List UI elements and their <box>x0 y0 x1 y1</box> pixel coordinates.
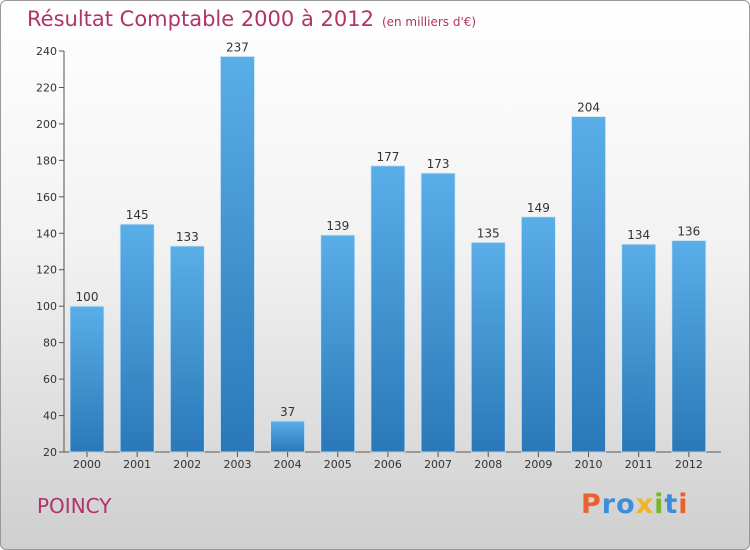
logo-letter: r <box>601 489 617 520</box>
data-label-2012: 136 <box>677 225 700 239</box>
data-label-2003: 237 <box>226 40 249 54</box>
x-tick-label-2002: 2002 <box>173 458 201 471</box>
logo-letter: o <box>616 489 636 520</box>
logo-letter: t <box>664 489 679 520</box>
y-tick-label: 220 <box>36 81 57 94</box>
data-label-2009: 149 <box>527 201 550 215</box>
bar-2004 <box>270 420 306 453</box>
x-tick-label-2010: 2010 <box>575 458 603 471</box>
bar-2000 <box>69 305 105 453</box>
y-tick-label: 140 <box>36 227 57 240</box>
town-name: POINCY <box>37 494 112 518</box>
x-tick-label-2011: 2011 <box>625 458 653 471</box>
data-label-2007: 173 <box>427 157 450 171</box>
x-tick-label-2007: 2007 <box>424 458 452 471</box>
y-tick-label: 200 <box>36 118 57 131</box>
x-tick-label-2012: 2012 <box>675 458 703 471</box>
data-label-2002: 133 <box>176 230 199 244</box>
data-label-2006: 177 <box>376 150 399 164</box>
chart-subtitle: (en milliers d'€) <box>381 15 477 29</box>
y-tick-label: 20 <box>43 446 57 459</box>
data-label-2001: 145 <box>126 208 149 222</box>
logo-letter: x <box>635 489 655 520</box>
x-tick-label-2006: 2006 <box>374 458 402 471</box>
bar-2006 <box>370 165 406 453</box>
bar-2002 <box>169 245 205 453</box>
bar-2005 <box>320 234 356 453</box>
data-label-2005: 139 <box>326 219 349 233</box>
y-tick-label: 100 <box>36 300 57 313</box>
logo-letter: P <box>581 489 602 520</box>
bar-2008 <box>470 241 506 453</box>
x-tick-label-2004: 2004 <box>274 458 302 471</box>
data-label-2010: 204 <box>577 101 600 115</box>
y-tick-label: 240 <box>36 45 57 58</box>
x-tick-label-2003: 2003 <box>223 458 251 471</box>
y-tick-label: 60 <box>43 373 57 386</box>
bar-2010 <box>571 116 606 453</box>
x-tick-label-2008: 2008 <box>474 458 502 471</box>
bar-2003 <box>220 56 255 453</box>
chart-title-text: Résultat Comptable 2000 à 2012 <box>27 7 374 31</box>
y-tick-label: 80 <box>43 337 57 350</box>
data-label-2004: 37 <box>280 405 295 419</box>
data-label-2011: 134 <box>627 228 650 242</box>
proxiti-logo: Proxiti <box>581 489 689 520</box>
y-tick-label: 180 <box>36 154 57 167</box>
bar-2001 <box>119 223 155 453</box>
x-tick-label-2009: 2009 <box>524 458 552 471</box>
chart-title: Résultat Comptable 2000 à 2012 (en millie… <box>27 7 476 31</box>
logo-letter: i <box>654 489 665 520</box>
y-tick-label: 120 <box>36 264 57 277</box>
y-tick-label: 40 <box>43 410 57 423</box>
bar-2012 <box>671 240 707 453</box>
bar-2011 <box>621 243 657 453</box>
y-tick-label: 160 <box>36 191 57 204</box>
data-label-2008: 135 <box>477 226 500 240</box>
bar-2009 <box>520 216 556 453</box>
logo-letter: i <box>678 489 689 520</box>
x-tick-label-2000: 2000 <box>73 458 101 471</box>
x-tick-label-2001: 2001 <box>123 458 151 471</box>
data-label-2000: 100 <box>76 290 99 304</box>
x-tick-label-2005: 2005 <box>324 458 352 471</box>
bar-2007 <box>420 172 456 453</box>
